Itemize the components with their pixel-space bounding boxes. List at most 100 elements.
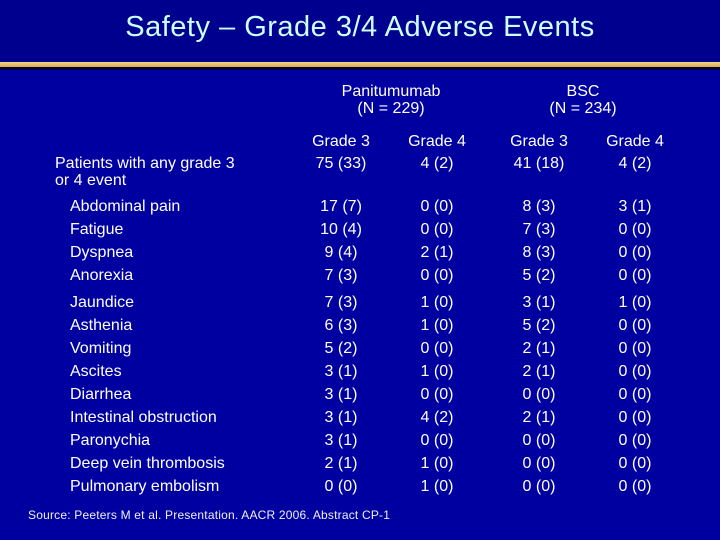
row-label: Intestinal obstruction (70, 409, 217, 426)
row-label: Abdominal pain (70, 198, 181, 215)
row-label: Asthenia (70, 317, 133, 334)
column-header-grade4-bsc: Grade 4 (606, 133, 664, 150)
cell-value: 0 (0) (618, 478, 652, 495)
grade-header-row: Grade 3 Grade 4 Grade 3 Grade 4 (55, 133, 679, 151)
source-citation: Source: Peeters M et al. Presentation. A… (28, 508, 391, 522)
table-row: Anorexia 7 (3) 0 (0) 5 (2) 0 (0) (55, 264, 679, 287)
page-title: Safety – Grade 3/4 Adverse Events (125, 11, 595, 43)
table-row: Intestinal obstruction 3 (1) 4 (2) 2 (1) 0 (… (55, 406, 679, 429)
row-label: Diarrhea (70, 386, 132, 403)
cell-value: 0 (0) (618, 340, 652, 357)
cell-value: 0 (0) (324, 478, 358, 495)
row-label: Vomiting (70, 340, 132, 357)
cell-value: 41 (18) (513, 155, 565, 172)
table-row: Ascites 3 (1) 1 (0) 2 (1) 0 (0) (55, 360, 679, 383)
table-row: Diarrhea 3 (1) 0 (0) 0 (0) 0 (0) (55, 383, 679, 406)
row-label: Patients with any grade 3 or 4 event (55, 155, 235, 189)
cell-value: 8 (3) (522, 198, 556, 215)
cell-value: 0 (0) (420, 386, 454, 403)
title-divider-rule (0, 62, 720, 70)
cell-value: 0 (0) (420, 432, 454, 449)
table-row: Vomiting 5 (2) 0 (0) 2 (1) 0 (0) (55, 337, 679, 360)
cell-value: 10 (4) (320, 221, 362, 238)
table-row: Deep vein thrombosis 2 (1) 1 (0) 0 (0) 0 (0) (55, 452, 679, 475)
group-header-panitumumab: Panitumumab (N = 229) (295, 83, 487, 117)
cell-value: 1 (0) (420, 455, 454, 472)
row-label: Ascites (70, 363, 122, 380)
table-row: Pulmonary embolism 0 (0) 1 (0) 0 (0) 0 (0) (55, 475, 679, 498)
cell-value: 5 (2) (522, 267, 556, 284)
row-label: Jaundice (70, 294, 135, 311)
table-row: Jaundice 7 (3) 1 (0) 3 (1) 1 (0) (55, 291, 679, 314)
cell-value: 3 (1) (618, 198, 652, 215)
cell-value: 2 (1) (522, 363, 556, 380)
cell-value: 3 (1) (324, 432, 358, 449)
cell-value: 4 (2) (420, 409, 454, 426)
cell-value: 75 (33) (315, 155, 367, 172)
group-name: Panitumumab (341, 83, 441, 100)
group-n: (N = 234) (549, 100, 617, 117)
table-row: Asthenia 6 (3) 1 (0) 5 (2) 0 (0) (55, 314, 679, 337)
cell-value: 0 (0) (420, 267, 454, 284)
cell-value: 0 (0) (618, 432, 652, 449)
cell-value: 3 (1) (324, 363, 358, 380)
column-header-grade3-panitumumab: Grade 3 (312, 133, 370, 150)
column-header-grade3-bsc: Grade 3 (510, 133, 568, 150)
cell-value: 0 (0) (618, 409, 652, 426)
cell-value: 17 (7) (320, 198, 362, 215)
cell-value: 1 (0) (420, 294, 454, 311)
row-label: Dyspnea (70, 244, 134, 261)
cell-value: 0 (0) (420, 221, 454, 238)
row-label: Paronychia (70, 432, 151, 449)
cell-value: 4 (2) (618, 155, 652, 172)
cell-value: 1 (0) (618, 294, 652, 311)
cell-value: 2 (1) (522, 340, 556, 357)
cell-value: 7 (3) (522, 221, 556, 238)
cell-value: 0 (0) (618, 267, 652, 284)
cell-value: 4 (2) (420, 155, 454, 172)
cell-value: 7 (3) (324, 294, 358, 311)
cell-value: 0 (0) (618, 455, 652, 472)
cell-value: 0 (0) (618, 317, 652, 334)
cell-value: 0 (0) (618, 221, 652, 238)
cell-value: 8 (3) (522, 244, 556, 261)
table-rows: Patients with any grade 3 or 4 event 75 (3… (55, 155, 679, 498)
cell-value: 1 (0) (420, 478, 454, 495)
cell-value: 0 (0) (420, 340, 454, 357)
cell-value: 2 (1) (522, 409, 556, 426)
cell-value: 0 (0) (420, 198, 454, 215)
cell-value: 3 (1) (324, 409, 358, 426)
title-band: Safety – Grade 3/4 Adverse Events (0, 0, 720, 62)
table-row: Patients with any grade 3 or 4 event 75 (3… (55, 155, 679, 189)
group-header-bsc: BSC (N = 234) (487, 83, 679, 117)
cell-value: 0 (0) (522, 386, 556, 403)
cell-value: 2 (1) (420, 244, 454, 261)
cell-value: 0 (0) (618, 386, 652, 403)
adverse-events-table: Panitumumab (N = 229) BSC (N = 234) Grad… (55, 83, 679, 498)
group-n: (N = 229) (357, 100, 425, 117)
treatment-group-header-row: Panitumumab (N = 229) BSC (N = 234) (55, 83, 679, 117)
cell-value: 0 (0) (618, 363, 652, 380)
label-column-spacer (55, 133, 295, 151)
cell-value: 6 (3) (324, 317, 358, 334)
row-label: Anorexia (70, 267, 134, 284)
cell-value: 1 (0) (420, 317, 454, 334)
cell-value: 0 (0) (522, 455, 556, 472)
cell-value: 1 (0) (420, 363, 454, 380)
cell-value: 5 (2) (522, 317, 556, 334)
group-name: BSC (566, 83, 600, 100)
row-label: Deep vein thrombosis (70, 455, 225, 472)
column-header-grade4-panitumumab: Grade 4 (408, 133, 466, 150)
cell-value: 3 (1) (324, 386, 358, 403)
row-label: Fatigue (70, 221, 124, 238)
cell-value: 5 (2) (324, 340, 358, 357)
cell-value: 9 (4) (324, 244, 358, 261)
table-row: Abdominal pain 17 (7) 0 (0) 8 (3) 3 (1) (55, 195, 679, 218)
table-row: Paronychia 3 (1) 0 (0) 0 (0) 0 (0) (55, 429, 679, 452)
cell-value: 3 (1) (522, 294, 556, 311)
cell-value: 0 (0) (522, 432, 556, 449)
table-row: Dyspnea 9 (4) 2 (1) 8 (3) 0 (0) (55, 241, 679, 264)
cell-value: 7 (3) (324, 267, 358, 284)
cell-value: 0 (0) (618, 244, 652, 261)
